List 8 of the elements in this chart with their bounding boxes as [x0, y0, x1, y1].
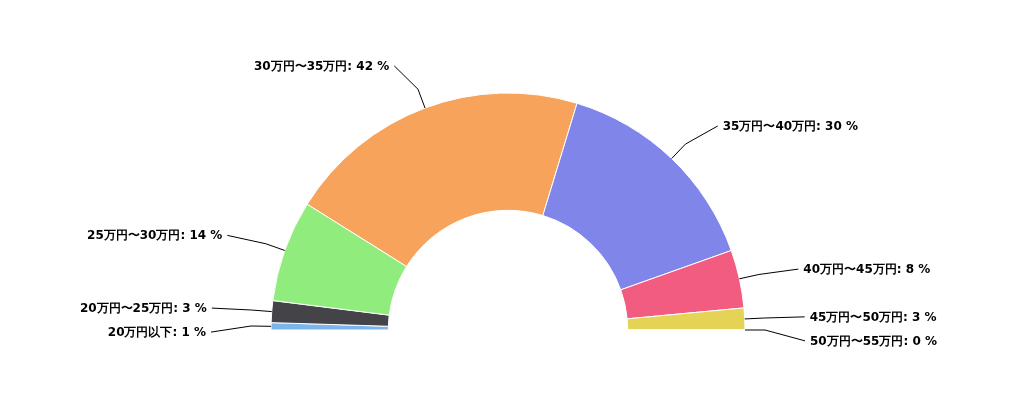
slice-label: 25万円〜30万円: 14 %: [87, 228, 223, 243]
slice-label: 40万円〜45万円: 8 %: [803, 262, 931, 277]
slice-label: 20万円〜25万円: 3 %: [79, 301, 207, 316]
slice-label: 45万円〜50万円: 3 %: [809, 309, 937, 324]
slice-label: 20万円以下: 1 %: [107, 325, 207, 340]
slice-label: 30万円〜35万円: 42 %: [253, 58, 390, 73]
legend-label: 50万円〜55万円: 0 %: [810, 333, 937, 348]
slice-label: 35万円〜40万円: 30 %: [722, 119, 858, 133]
